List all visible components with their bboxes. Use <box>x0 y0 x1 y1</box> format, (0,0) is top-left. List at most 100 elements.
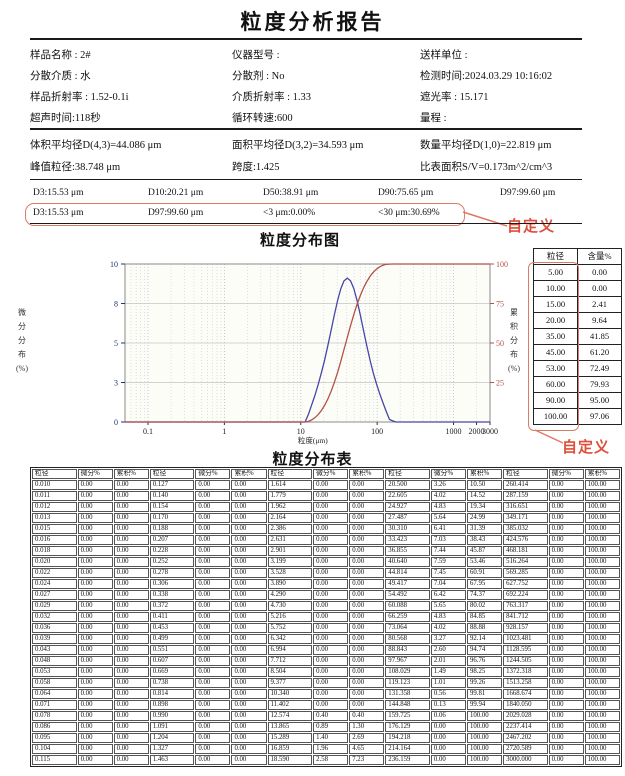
table-cell: 2.164 <box>267 513 313 523</box>
report-title: 粒度分析报告 <box>240 10 385 34</box>
table-cell: 100.00 <box>466 733 503 743</box>
table-cell: 2.58 <box>313 755 349 765</box>
table-cell: 0.071 <box>32 700 77 710</box>
table-cell: 2.01 <box>430 656 466 666</box>
table-cell: 0.00 <box>195 557 231 567</box>
table-cell: 2.60 <box>430 645 466 655</box>
table-cell: 100.00 <box>584 612 620 622</box>
table-row: 0.053 0.00 0.00 0.669 0.00 0.00 8.504 0.00 0.00 1… <box>32 667 620 677</box>
table-cell: 100.00 <box>584 744 620 754</box>
table-cell: 0.00 <box>231 513 267 523</box>
table-cell: 0.127 <box>149 480 195 490</box>
table-cell: 0.00 <box>349 645 385 655</box>
table-cell: 0.039 <box>32 634 77 644</box>
annotation-line <box>462 211 508 227</box>
info-item: 仪器型号 : <box>232 50 280 61</box>
table-cell: 0.00 <box>231 755 267 765</box>
table-cell: 0.00 <box>231 546 267 556</box>
right-axis-tick: 100 <box>496 260 508 269</box>
dist-col-header: 粒径 <box>385 469 430 479</box>
table-cell: 0.00 <box>77 700 113 710</box>
table-cell: 0.00 <box>231 667 267 677</box>
table-cell: 0.00 <box>548 689 584 699</box>
table-cell: 0.00 <box>113 612 149 622</box>
dist-table-title: 粒度分布表 <box>272 452 353 468</box>
table-cell: 0.00 <box>349 601 385 611</box>
custom-value: <30 μm:30.69% <box>378 208 440 218</box>
table-cell: 108.029 <box>385 667 430 677</box>
table-cell: 100.00 <box>584 590 620 600</box>
table-cell: 13.865 <box>267 722 313 732</box>
table-cell: 15.289 <box>267 733 313 743</box>
table-cell: 0.00 <box>349 535 385 545</box>
dist-col-header: 累积% <box>231 469 267 479</box>
table-row: 0.018 0.00 0.00 0.228 0.00 0.00 2.901 0.00 0.00 3… <box>32 546 620 556</box>
table-cell: 119.123 <box>385 678 430 688</box>
table-cell: 0.029 <box>32 601 77 611</box>
table-cell: 0.453 <box>149 623 195 633</box>
table-cell: 0.00 <box>195 513 231 523</box>
table-cell: 0.00 <box>231 579 267 589</box>
table-cell: 0.00 <box>195 634 231 644</box>
table-cell: 100.00 <box>584 645 620 655</box>
table-cell: 0.00 <box>313 480 349 490</box>
table-cell: 0.00 <box>430 722 466 732</box>
table-cell: 1244.505 <box>503 656 548 666</box>
table-cell: 0.00 <box>77 524 113 534</box>
table-cell: 0.00 <box>349 524 385 534</box>
table-cell: 0.00 <box>313 634 349 644</box>
chart-title: 粒度分布图 <box>259 233 340 249</box>
table-cell: 0.00 <box>231 722 267 732</box>
table-cell: 12.574 <box>267 711 313 721</box>
table-cell: 841.712 <box>503 612 548 622</box>
table-cell: 424.576 <box>503 535 548 545</box>
x-axis-tick: 3000 <box>482 427 498 436</box>
x-axis-tick: 1 <box>222 427 226 436</box>
side-cell: 0.00 <box>577 264 622 281</box>
table-cell: 40.640 <box>385 557 430 567</box>
right-axis-title: 累积分布(%) <box>508 308 520 373</box>
table-cell: 0.00 <box>313 546 349 556</box>
table-cell: 0.00 <box>195 524 231 534</box>
table-cell: 928.157 <box>503 623 548 633</box>
right-axis-tick: 75 <box>496 299 504 308</box>
info-item: 样品名称 : 2# <box>30 50 91 61</box>
table-cell: 7.59 <box>430 557 466 567</box>
table-cell: 0.00 <box>548 524 584 534</box>
table-row: 0.095 0.00 0.00 1.204 0.00 0.00 15.289 1.40 2.69… <box>32 733 620 743</box>
table-cell: 53.46 <box>466 557 503 567</box>
table-cell: 0.00 <box>77 645 113 655</box>
table-cell: 0.086 <box>32 722 77 732</box>
table-cell: 0.499 <box>149 634 195 644</box>
table-cell: 0.00 <box>313 667 349 677</box>
table-cell: 1.091 <box>149 722 195 732</box>
table-cell: 80.02 <box>466 601 503 611</box>
table-cell: 0.00 <box>113 535 149 545</box>
annotation-line-2 <box>534 429 564 444</box>
stat-item: 跨度:1.425 <box>232 162 280 173</box>
table-cell: 0.188 <box>149 524 195 534</box>
table-cell: 97.967 <box>385 656 430 666</box>
table-row: 0.048 0.00 0.00 0.607 0.00 0.00 7.712 0.00 0.00 9… <box>32 656 620 666</box>
table-cell: 0.016 <box>32 535 77 545</box>
table-cell: 0.00 <box>231 601 267 611</box>
x-axis-tick: 2000 <box>469 427 485 436</box>
table-cell: 6.42 <box>430 590 466 600</box>
stat-item: 比表面积S/V=0.173m^2/cm^3 <box>420 162 553 173</box>
table-cell: 0.00 <box>77 656 113 666</box>
table-cell: 0.00 <box>548 480 584 490</box>
table-cell: 92.14 <box>466 634 503 644</box>
table-cell: 0.00 <box>430 744 466 754</box>
table-cell: 0.00 <box>195 502 231 512</box>
table-cell: 0.551 <box>149 645 195 655</box>
table-cell: 0.00 <box>77 568 113 578</box>
table-cell: 10.340 <box>267 689 313 699</box>
table-cell: 0.00 <box>349 568 385 578</box>
side-cell: 41.85 <box>577 328 622 345</box>
table-cell: 0.00 <box>231 711 267 721</box>
table-cell: 88.843 <box>385 645 430 655</box>
table-cell: 0.00 <box>548 733 584 743</box>
table-cell: 14.52 <box>466 491 503 501</box>
table-cell: 0.00 <box>113 623 149 633</box>
table-cell: 0.00 <box>231 590 267 600</box>
